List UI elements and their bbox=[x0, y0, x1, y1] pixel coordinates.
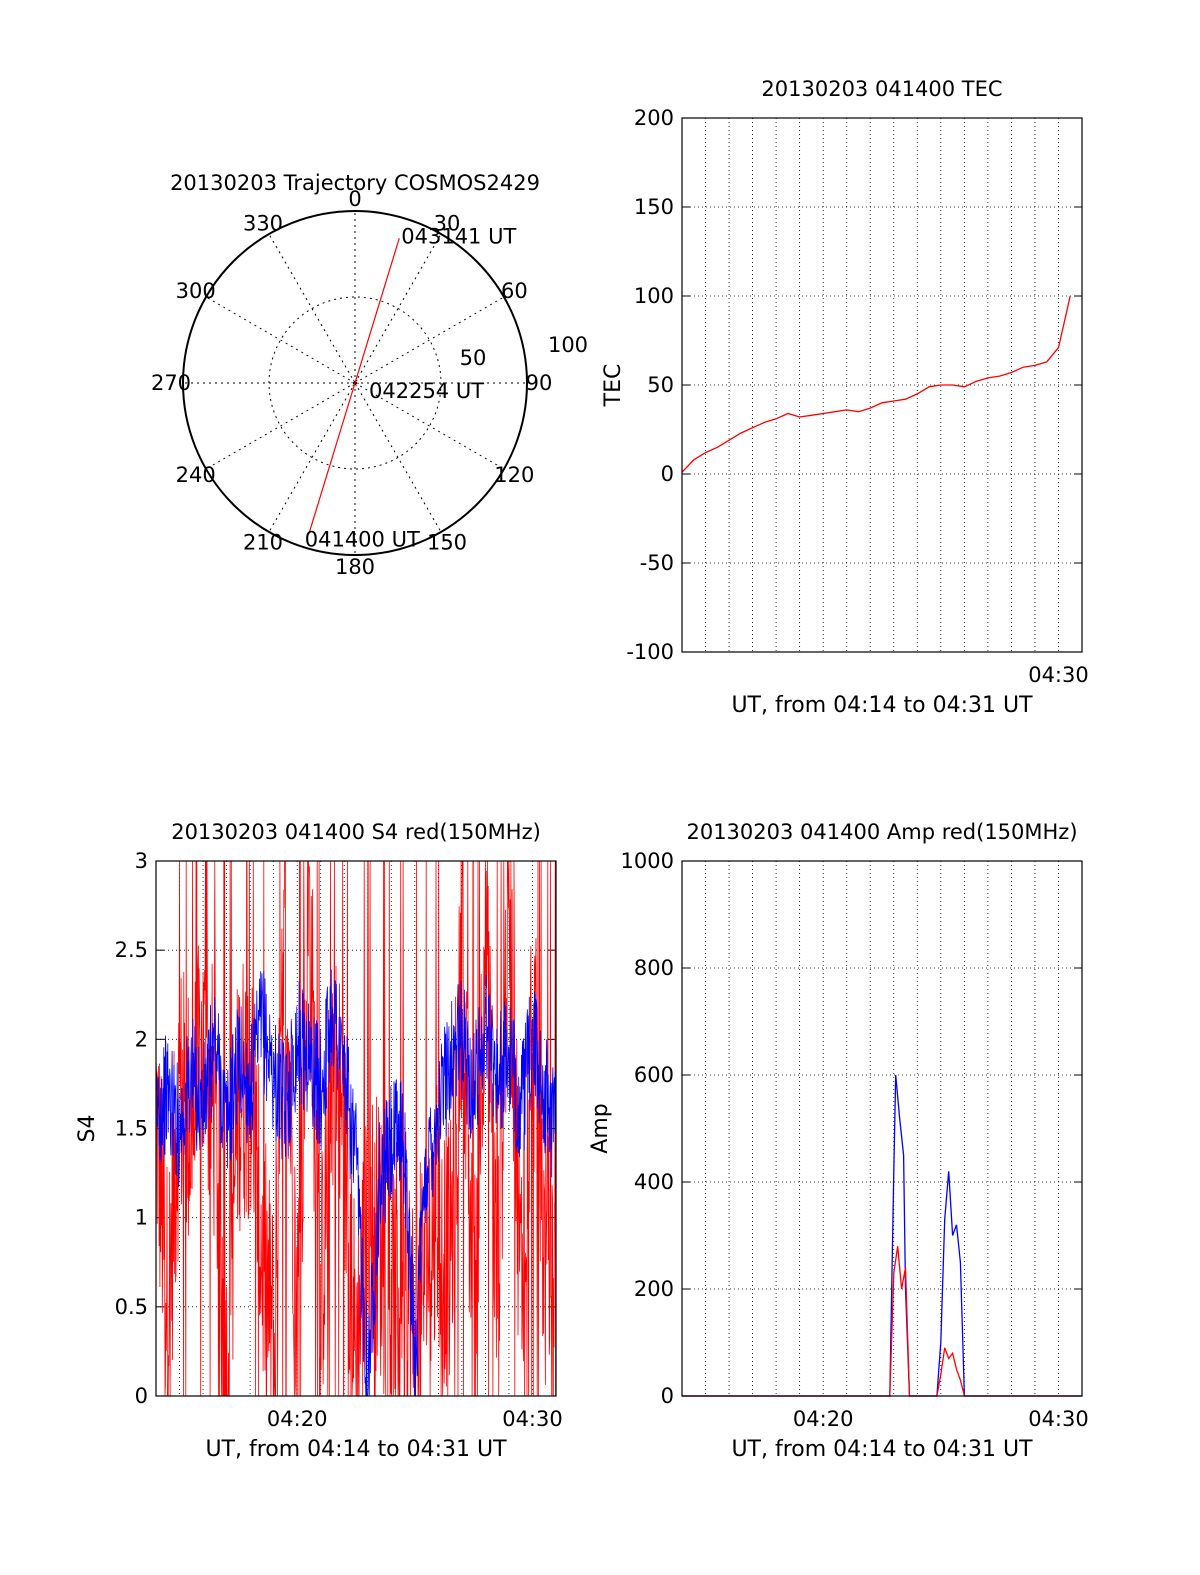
chart-panel-1: -100 -50 0 50 100 150 200 04:30 20130203 041400 … bbox=[601, 77, 1089, 718]
x-axis-label: UT, from 04:14 to 04:31 UT bbox=[731, 693, 1033, 718]
x-tick-label: 04:20 bbox=[267, 1407, 328, 1431]
x-tick-label: 04:30 bbox=[1028, 663, 1089, 687]
trajectory-point-label-0: 041400 UT bbox=[305, 527, 420, 551]
y-tick-label: -100 bbox=[626, 640, 674, 664]
polar-spoke-60 bbox=[354, 296, 505, 384]
chart-panel-2: 0 0.5 1 1.5 2 2.5 3 04:20 04:30 20130203 041400 S… bbox=[75, 820, 563, 1462]
y-axis-label: S4 bbox=[75, 1115, 100, 1143]
y-tick-label: 2 bbox=[135, 1027, 148, 1051]
polar-spoke-150 bbox=[354, 382, 442, 533]
y-tick-label: 0.5 bbox=[115, 1295, 148, 1319]
polar-center-mark bbox=[351, 379, 359, 387]
plot-frame bbox=[155, 860, 557, 1397]
y-tick-label: 1000 bbox=[621, 849, 674, 873]
trajectory-point-label-2: 043141 UT bbox=[401, 224, 516, 248]
x-axis-label: UT, from 04:14 to 04:31 UT bbox=[205, 1437, 507, 1462]
y-tick-label: 50 bbox=[647, 373, 674, 397]
radial-label-100: 100 bbox=[548, 333, 588, 357]
y-tick-label: 200 bbox=[634, 1277, 674, 1301]
chart-panel-3: 0 200 400 600 800 1000 04:20 04:30 20130203 0414… bbox=[588, 820, 1089, 1462]
y-tick-label: 3 bbox=[135, 849, 148, 873]
polar-outer-circle bbox=[182, 210, 528, 556]
trajectory-point-label-1: 042254 UT bbox=[369, 379, 484, 403]
polar-title: 20130203 Trajectory COSMOS2429 bbox=[170, 171, 540, 195]
series-line-0 bbox=[681, 295, 1071, 473]
azimuth-label-270: 270 bbox=[151, 371, 191, 395]
azimuth-label-30: 30 bbox=[434, 212, 461, 236]
polar-spoke-120 bbox=[354, 382, 505, 470]
azimuth-label-330: 330 bbox=[243, 212, 283, 236]
y-axis-label: Amp bbox=[588, 1103, 613, 1153]
y-tick-label: -50 bbox=[640, 551, 674, 575]
polar-spoke-30 bbox=[354, 233, 442, 384]
y-tick-label: 400 bbox=[634, 1170, 674, 1194]
y-tick-label: 100 bbox=[634, 284, 674, 308]
azimuth-label-210: 210 bbox=[243, 530, 283, 554]
azimuth-label-180: 180 bbox=[335, 555, 375, 579]
y-tick-label: 150 bbox=[634, 195, 674, 219]
radial-label-50: 50 bbox=[460, 346, 487, 370]
polar-spoke-240 bbox=[205, 382, 356, 470]
y-tick-label: 0 bbox=[661, 462, 674, 486]
y-tick-label: 0 bbox=[661, 1384, 674, 1408]
plot-frame bbox=[681, 860, 1083, 1397]
y-tick-label: 200 bbox=[634, 106, 674, 130]
y-tick-label: 800 bbox=[634, 956, 674, 980]
y-tick-label: 1 bbox=[135, 1206, 148, 1230]
y-tick-label: 1.5 bbox=[115, 1117, 148, 1141]
plot-frame bbox=[681, 117, 1083, 653]
y-tick-label: 0 bbox=[135, 1384, 148, 1408]
azimuth-label-0: 0 bbox=[348, 187, 361, 211]
azimuth-label-60: 60 bbox=[501, 279, 528, 303]
polar-spoke-330 bbox=[268, 233, 356, 384]
azimuth-label-120: 120 bbox=[494, 463, 534, 487]
chart-title: 20130203 041400 TEC bbox=[761, 77, 1002, 101]
series-line-1 bbox=[682, 1246, 1082, 1397]
azimuth-label-240: 240 bbox=[176, 463, 216, 487]
y-tick-label: 2.5 bbox=[115, 938, 148, 962]
y-axis-label: TEC bbox=[601, 364, 626, 408]
series-line-1 bbox=[155, 969, 557, 1397]
azimuth-label-300: 300 bbox=[176, 279, 216, 303]
y-tick-label: 600 bbox=[634, 1063, 674, 1087]
trajectory-line bbox=[308, 238, 400, 535]
chart-title: 20130203 041400 Amp red(150MHz) bbox=[686, 820, 1077, 844]
x-tick-label: 04:30 bbox=[502, 1407, 563, 1431]
polar-spoke-210 bbox=[268, 382, 356, 533]
azimuth-label-90: 90 bbox=[526, 371, 553, 395]
x-tick-label: 04:20 bbox=[793, 1407, 854, 1431]
series-line-0 bbox=[682, 1074, 1082, 1397]
x-tick-label: 04:30 bbox=[1028, 1407, 1089, 1431]
azimuth-label-150: 150 bbox=[427, 530, 467, 554]
polar-spoke-300 bbox=[205, 296, 356, 384]
x-axis-label: UT, from 04:14 to 04:31 UT bbox=[731, 1437, 1033, 1462]
chart-title: 20130203 041400 S4 red(150MHz) bbox=[171, 820, 541, 844]
